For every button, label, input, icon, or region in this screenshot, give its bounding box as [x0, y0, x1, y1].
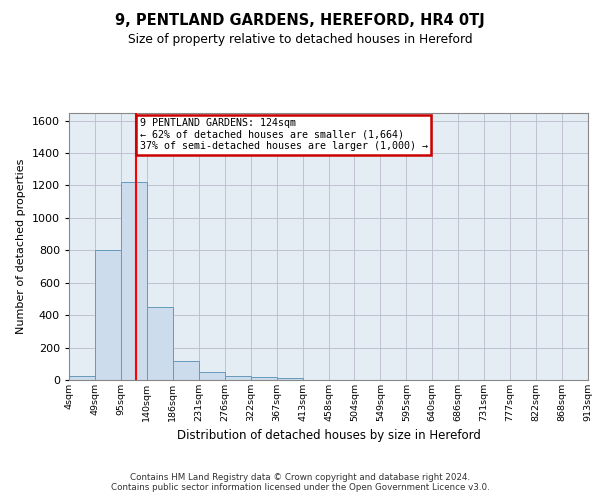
Bar — [173, 360, 199, 380]
Bar — [121, 182, 147, 380]
Text: Contains HM Land Registry data © Crown copyright and database right 2024.
Contai: Contains HM Land Registry data © Crown c… — [110, 473, 490, 492]
Bar — [225, 376, 251, 380]
Text: 9 PENTLAND GARDENS: 124sqm
← 62% of detached houses are smaller (1,664)
37% of s: 9 PENTLAND GARDENS: 124sqm ← 62% of deta… — [140, 118, 428, 152]
Y-axis label: Number of detached properties: Number of detached properties — [16, 158, 26, 334]
Bar — [147, 307, 173, 380]
Bar — [251, 377, 277, 380]
Bar — [277, 378, 302, 380]
X-axis label: Distribution of detached houses by size in Hereford: Distribution of detached houses by size … — [176, 430, 481, 442]
Bar — [95, 250, 121, 380]
Bar — [199, 372, 224, 380]
Bar — [69, 376, 95, 380]
Text: Size of property relative to detached houses in Hereford: Size of property relative to detached ho… — [128, 32, 472, 46]
Text: 9, PENTLAND GARDENS, HEREFORD, HR4 0TJ: 9, PENTLAND GARDENS, HEREFORD, HR4 0TJ — [115, 12, 485, 28]
